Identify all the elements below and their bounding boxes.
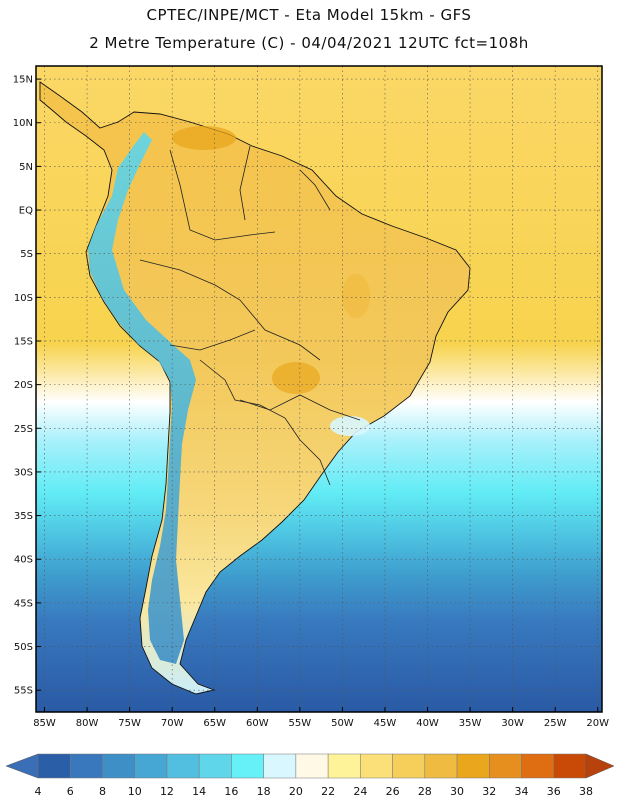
- colorbar-label: 28: [418, 785, 432, 798]
- colorbar-label: 18: [257, 785, 271, 798]
- colorbar-label: 8: [99, 785, 106, 798]
- lat-label: 30S: [14, 467, 33, 478]
- lon-label: 55W: [289, 718, 312, 729]
- lat-label: 5S: [20, 249, 33, 260]
- lat-label: EQ: [19, 206, 33, 217]
- colorbar-swatch: [327, 753, 361, 779]
- latitude-axis: 15N 10N 5N EQ 5S 10S 15S 20S 25S 30S 35S 40S 45S 50S 5…: [13, 75, 41, 697]
- colorbar-swatch: [69, 753, 103, 779]
- cool-patch-southeast: [330, 416, 370, 436]
- hotspot-central-brazil: [272, 362, 320, 394]
- lat-label: 55S: [14, 686, 33, 697]
- andes-cold-band: [88, 132, 196, 664]
- map-title: CPTEC/INPE/MCT - Eta Model 15km - GFS: [146, 6, 472, 24]
- colorbar-label: 32: [482, 785, 496, 798]
- colorbar-label: 24: [353, 785, 367, 798]
- lon-label: 65W: [203, 718, 226, 729]
- lat-label: 5N: [19, 162, 33, 173]
- colorbar-swatch: [424, 753, 458, 779]
- south-america-landmass: [39, 81, 471, 695]
- lat-label: 15N: [13, 75, 33, 86]
- map-subtitle: 2 Metre Temperature (C) - 04/04/2021 12U…: [89, 34, 529, 52]
- map-frame: [35, 65, 603, 713]
- colorbar-label: 34: [515, 785, 529, 798]
- lon-label: 85W: [33, 718, 56, 729]
- lon-label: 75W: [118, 718, 141, 729]
- lat-label: 20S: [14, 380, 33, 391]
- colorbar-label: 26: [386, 785, 400, 798]
- colorbar-label: 20: [289, 785, 303, 798]
- lon-label: 30W: [501, 718, 524, 729]
- colorbar-label: 14: [192, 785, 206, 798]
- colorbar-swatch: [295, 753, 329, 779]
- colorbar-label: 16: [224, 785, 238, 798]
- lon-label: 60W: [246, 718, 269, 729]
- colorbar: 4 6 8 10 12 14 16 18 20 22 24 26 28 30 32 34 36 38: [5, 753, 615, 798]
- lon-label: 45W: [374, 718, 397, 729]
- lat-label: 15S: [14, 336, 33, 347]
- lon-label: 70W: [161, 718, 184, 729]
- colorbar-swatch: [37, 753, 71, 779]
- lon-label: 35W: [459, 718, 482, 729]
- country-borders: [139, 145, 361, 486]
- lat-label: 10N: [13, 118, 33, 129]
- lon-label: 40W: [416, 718, 439, 729]
- colorbar-swatch: [102, 753, 135, 779]
- lat-label: 10S: [14, 293, 33, 304]
- longitude-axis: 85W 80W 75W 70W 65W 60W 55W 50W 45W 40W 35W 30W 25W 2…: [33, 707, 609, 729]
- colorbar-swatch: [231, 753, 264, 779]
- colorbar-swatch: [392, 753, 426, 779]
- colorbar-swatch: [553, 753, 587, 779]
- colorbar-label: 12: [160, 785, 174, 798]
- lon-label: 20W: [586, 718, 609, 729]
- colorbar-label: 38: [579, 785, 593, 798]
- colorbar-swatch: [489, 753, 522, 779]
- colorbar-swatch: [521, 753, 555, 779]
- colorbar-label: 22: [321, 785, 335, 798]
- colorbar-label: 4: [35, 785, 42, 798]
- lon-label: 25W: [544, 718, 567, 729]
- lat-label: 50S: [14, 642, 33, 653]
- colorbar-swatch: [198, 753, 232, 779]
- colorbar-swatch: [456, 753, 490, 779]
- colorbar-label: 10: [128, 785, 142, 798]
- lon-label: 50W: [331, 718, 354, 729]
- colorbar-swatch: [360, 753, 393, 779]
- hotspot-northeast: [342, 274, 370, 318]
- lat-label: 40S: [14, 555, 33, 566]
- lat-label: 35S: [14, 511, 33, 522]
- colorbar-label: 30: [450, 785, 464, 798]
- colorbar-high-arrow: [585, 753, 615, 779]
- colorbar-label: 36: [547, 785, 561, 798]
- lat-label: 25S: [14, 424, 33, 435]
- colorbar-swatch: [134, 753, 168, 779]
- lat-label: 45S: [14, 598, 33, 609]
- colorbar-label: 6: [67, 785, 74, 798]
- colorbar-swatch: [263, 753, 297, 779]
- colorbar-swatch: [166, 753, 200, 779]
- lon-label: 80W: [76, 718, 99, 729]
- hotspot-venezuela: [172, 126, 236, 150]
- colorbar-low-arrow: [5, 753, 39, 779]
